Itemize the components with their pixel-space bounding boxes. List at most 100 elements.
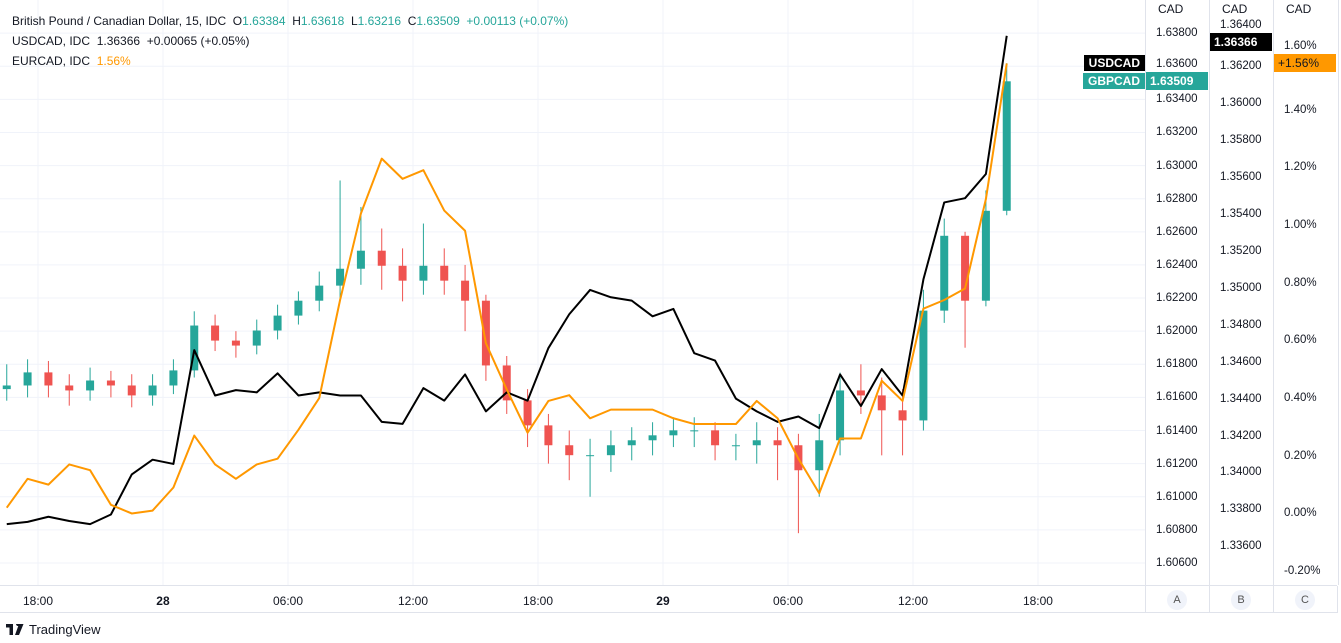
candle xyxy=(794,433,803,534)
candle xyxy=(2,364,11,401)
candle xyxy=(23,359,32,398)
price-tick-label: 1.63200 xyxy=(1156,126,1198,139)
price-tick-label: 1.34000 xyxy=(1220,466,1262,479)
candle-body xyxy=(919,310,928,421)
usdcad-tag: USDCAD xyxy=(1083,55,1145,71)
candle-body xyxy=(731,445,740,447)
price-tick-label: 1.62000 xyxy=(1156,325,1198,338)
tradingview-logo[interactable]: TradingView xyxy=(6,622,101,637)
time-tick-label: 29 xyxy=(656,594,670,608)
time-tick-label: 28 xyxy=(156,594,170,608)
divider xyxy=(0,612,1337,613)
price-tick-label: 1.63400 xyxy=(1156,93,1198,106)
logo-text: TradingView xyxy=(29,622,101,637)
scale-buttons: A B C xyxy=(1145,585,1338,613)
scale-b-button[interactable]: B xyxy=(1231,590,1251,610)
candle-body xyxy=(752,440,761,446)
price-tick-label: 1.62800 xyxy=(1156,192,1198,205)
candle xyxy=(211,314,220,352)
price-tick-label: 1.62200 xyxy=(1156,292,1198,305)
price-tick-label: 1.34200 xyxy=(1220,429,1262,442)
price-tick-label: 1.60% xyxy=(1284,40,1317,53)
candle xyxy=(127,374,136,408)
price-axis-c[interactable]: CAD -0.20% 0.00% 0.20% 0.40% 0.60% 0.80% 1.00% 1… xyxy=(1273,0,1339,585)
candle xyxy=(315,271,324,312)
tradingview-icon xyxy=(6,624,24,635)
candle-body xyxy=(961,235,970,301)
price-tick-label: 1.36400 xyxy=(1220,19,1262,31)
candle xyxy=(752,422,761,464)
candle xyxy=(356,206,365,285)
price-tick-label: 1.61800 xyxy=(1156,358,1198,371)
price-tick-label: 1.34400 xyxy=(1220,392,1262,405)
candle-body xyxy=(65,385,74,391)
high-label: H xyxy=(292,14,301,28)
high-value: 1.63618 xyxy=(300,14,345,28)
change-value: +0.00113 (+0.07%) xyxy=(466,14,569,28)
candle-body xyxy=(169,370,178,386)
time-tick-label: 06:00 xyxy=(272,594,303,608)
price-tick-label: 1.35600 xyxy=(1220,171,1262,184)
open-label: O xyxy=(232,14,243,28)
candle-body xyxy=(336,268,345,286)
candle xyxy=(711,422,720,461)
axis-currency-label: CAD xyxy=(1222,2,1248,16)
candle-body xyxy=(940,235,949,311)
price-tick-label: 1.35200 xyxy=(1220,244,1262,257)
candle xyxy=(731,433,740,461)
low-value: 1.63216 xyxy=(357,14,402,28)
price-tick-label: 1.36200 xyxy=(1220,60,1262,73)
candle-body xyxy=(127,385,136,396)
candle xyxy=(106,370,115,398)
price-tick-label: 1.62600 xyxy=(1156,225,1198,238)
price-axis-b[interactable]: CAD 1.33600 1.33800 1.34000 1.34200 1.34400 1.… xyxy=(1209,0,1274,585)
candle-body xyxy=(148,385,157,396)
candle-body xyxy=(669,430,678,436)
price-tick-label: 1.20% xyxy=(1284,161,1317,174)
axis-currency-label: CAD xyxy=(1158,2,1184,16)
price-tick-label: 1.35000 xyxy=(1220,281,1262,294)
time-tick-label: 18:00 xyxy=(1022,594,1053,608)
candle-body xyxy=(398,265,407,281)
candle xyxy=(461,264,470,332)
price-tick-label: 0.20% xyxy=(1284,449,1317,462)
price-tick-label: 0.00% xyxy=(1284,507,1317,520)
candle xyxy=(190,311,199,378)
candle-body xyxy=(356,250,365,269)
price-tick-label: 1.63000 xyxy=(1156,159,1198,172)
candle-body xyxy=(86,380,95,391)
candle xyxy=(440,248,449,295)
legend-usdcad[interactable]: USDCAD, IDC 1.36366 +0.00065 (+0.05%) xyxy=(12,31,568,51)
candle xyxy=(336,180,345,299)
symbol-title: British Pound / Canadian Dollar, 15, IDC xyxy=(12,14,227,28)
open-value: 1.63384 xyxy=(242,14,286,28)
time-tick-label: 18:00 xyxy=(522,594,553,608)
time-axis[interactable]: 18:00 28 06:00 12:00 18:00 29 06:00 12:00 18:00 xyxy=(0,585,1145,613)
scale-c-button[interactable]: C xyxy=(1295,590,1315,610)
price-tick-label: 1.33600 xyxy=(1220,540,1262,553)
candle xyxy=(773,427,782,481)
low-label: L xyxy=(350,14,358,28)
candle-body xyxy=(502,365,511,401)
candle xyxy=(648,422,657,456)
candle-body xyxy=(461,280,470,301)
price-axis-a[interactable]: CAD 1.60600 1.60800 1.61000 1.61200 1.61400 1.… xyxy=(1145,0,1210,585)
price-chart-pane[interactable] xyxy=(0,0,1145,585)
candle xyxy=(627,427,636,461)
candle-body xyxy=(690,430,699,432)
candle xyxy=(252,319,261,355)
candle xyxy=(940,218,949,323)
price-tick-label: 1.34800 xyxy=(1220,318,1262,331)
usdcad-value: 1.36366 xyxy=(96,34,141,48)
gbpcad-tag: GBPCAD xyxy=(1082,73,1145,89)
legend-eurcad[interactable]: EURCAD, IDC 1.56% xyxy=(12,51,568,71)
last-price-label: +1.56% xyxy=(1274,54,1336,73)
last-price-label: 1.63509 xyxy=(1146,72,1208,91)
candle-body xyxy=(606,445,615,456)
price-tick-label: 1.61600 xyxy=(1156,391,1198,404)
axis-currency-label: CAD xyxy=(1286,2,1312,16)
scale-a-button[interactable]: A xyxy=(1167,590,1187,610)
candle-body xyxy=(440,265,449,281)
candle xyxy=(606,430,615,472)
legend-main[interactable]: British Pound / Canadian Dollar, 15, IDC… xyxy=(12,11,568,31)
